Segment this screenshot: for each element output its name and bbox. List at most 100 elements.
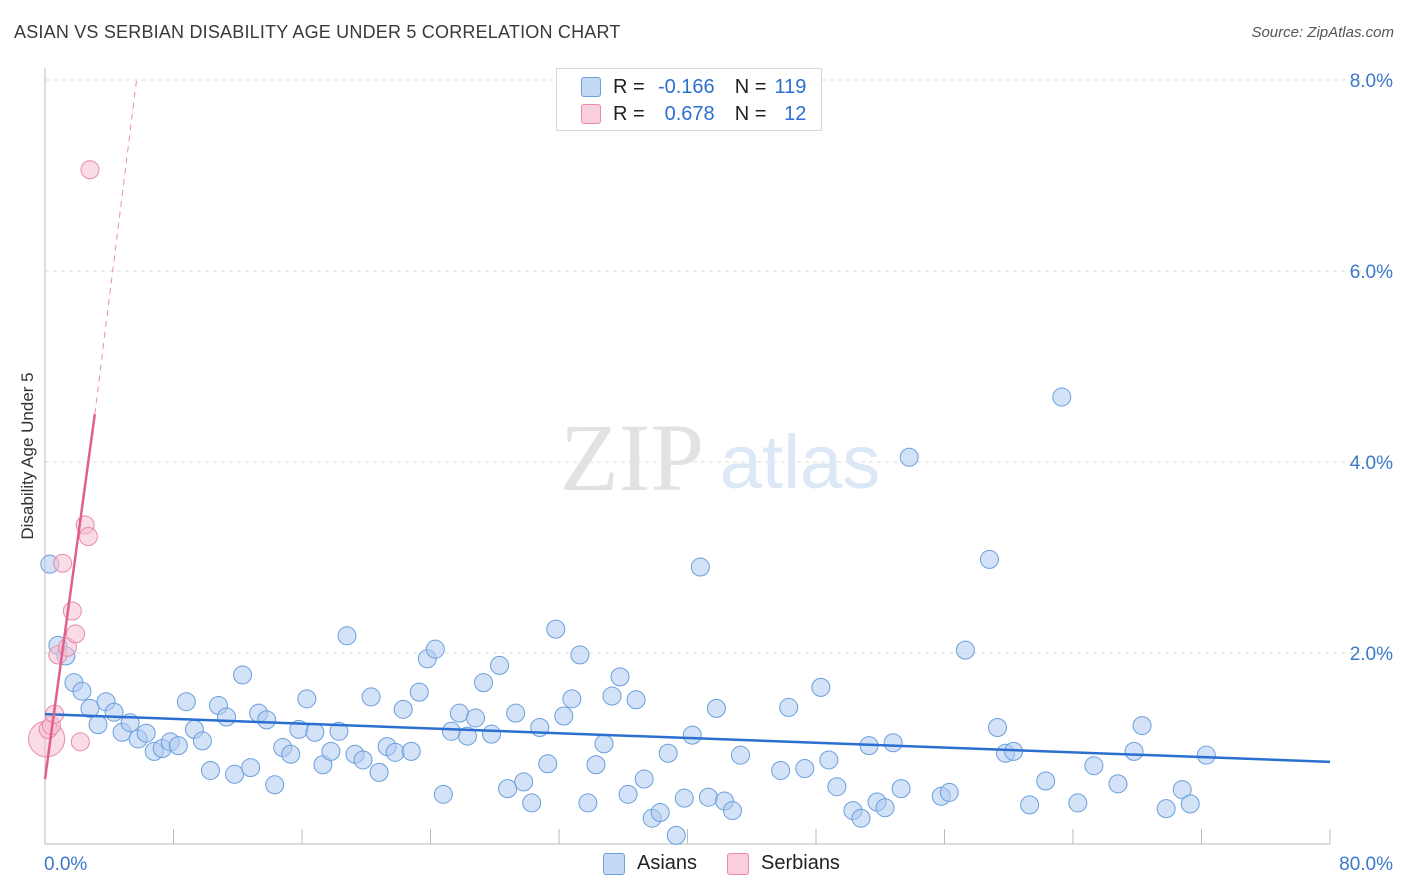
point-asians — [851, 808, 871, 828]
legend-n-value-serbians: 12 — [784, 102, 807, 125]
point-serbians — [80, 160, 100, 180]
point-asians — [666, 825, 686, 845]
point-asians — [875, 798, 895, 818]
point-asians — [658, 743, 678, 763]
point-asians — [104, 702, 124, 722]
point-asians — [674, 788, 694, 808]
point-asians — [811, 677, 831, 697]
point-asians — [827, 777, 847, 797]
point-asians — [578, 793, 598, 813]
point-asians — [698, 787, 718, 807]
point-asians — [1132, 716, 1152, 736]
point-asians — [441, 721, 461, 741]
point-asians — [706, 698, 726, 718]
trend-line-serbians — [43, 414, 97, 780]
point-asians — [225, 764, 245, 784]
point-asians — [305, 722, 325, 742]
legend-n-label: N = — [734, 102, 767, 125]
point-asians — [682, 725, 702, 745]
point-asians — [353, 750, 373, 770]
point-asians — [819, 750, 839, 770]
point-asians — [457, 726, 477, 746]
point-asians — [88, 715, 108, 735]
point-asians — [1084, 756, 1104, 776]
bottom-legend-swatch-serbians — [727, 852, 749, 875]
point-asians — [297, 689, 317, 709]
source-label: Source: ZipAtlas.com — [1251, 24, 1394, 41]
point-asians — [281, 744, 301, 764]
point-asians — [586, 755, 606, 775]
gridlines — [45, 79, 1392, 654]
trend-line-asians — [44, 712, 1331, 764]
legend-swatch-serbians — [581, 104, 601, 124]
point-asians — [1124, 741, 1144, 761]
series-asians — [40, 387, 1216, 845]
point-asians — [241, 758, 261, 778]
tick-labels: 2.0% 4.0% 6.0% 8.0% 0.0% 80.0% — [44, 71, 1393, 875]
point-asians — [538, 754, 558, 774]
correlation-legend: R = -0.166 N = 119 R = 0.678 N = 12 — [556, 68, 822, 131]
bottom-legend-serbians[interactable]: Serbians — [727, 852, 840, 875]
point-asians — [771, 760, 791, 780]
point-asians — [979, 549, 999, 569]
point-asians — [136, 723, 156, 743]
y-tick-label: 4.0% — [1350, 453, 1393, 474]
legend-n-label: N = — [734, 75, 767, 98]
bottom-legend-asians[interactable]: Asians — [603, 852, 697, 875]
point-asians — [425, 639, 445, 659]
y-tick-label: 2.0% — [1350, 644, 1393, 665]
point-asians — [795, 759, 815, 779]
point-serbians — [66, 624, 86, 644]
point-asians — [80, 698, 100, 718]
bottom-legend-label-serbians: Serbians — [761, 852, 840, 874]
point-asians — [329, 721, 349, 741]
point-asians — [217, 707, 237, 727]
point-asians — [634, 769, 654, 789]
legend-row-serbians: R = 0.678 N = 12 — [581, 102, 806, 126]
point-asians — [562, 689, 582, 709]
point-asians — [690, 557, 710, 577]
point-asians — [506, 703, 526, 723]
y-tick-label: 8.0% — [1350, 71, 1393, 92]
y-axis-label: Disability Age Under 5 — [18, 372, 37, 539]
legend-r-value-serbians: 0.678 — [664, 102, 715, 125]
point-asians — [265, 775, 285, 795]
point-asians — [192, 731, 212, 751]
point-asians — [385, 742, 405, 762]
legend-swatch-asians — [581, 77, 601, 97]
watermark-atlas: atlas — [720, 420, 881, 505]
point-asians — [722, 801, 742, 821]
point-asians — [337, 626, 357, 646]
point-asians — [1036, 771, 1056, 791]
point-serbians — [53, 553, 73, 573]
point-asians — [176, 692, 196, 712]
point-asians — [72, 681, 92, 701]
point-asians — [482, 724, 502, 744]
bottom-legend-label-asians: Asians — [637, 852, 698, 874]
point-asians — [1068, 793, 1088, 813]
point-asians — [618, 784, 638, 804]
point-asians — [1180, 794, 1200, 814]
point-asians — [1156, 799, 1176, 819]
chart-title: ASIAN VS SERBIAN DISABILITY AGE UNDER 5 … — [14, 22, 621, 42]
point-asians — [321, 741, 341, 761]
point-asians — [899, 447, 919, 467]
legend-r-value-asians: -0.166 — [657, 75, 715, 98]
point-asians — [883, 733, 903, 753]
point-asians — [1020, 795, 1040, 815]
watermark: ZIP atlas — [560, 404, 880, 511]
point-asians — [409, 682, 429, 702]
point-asians — [433, 784, 453, 804]
point-serbians — [70, 732, 90, 752]
point-asians — [546, 619, 566, 639]
point-asians — [1196, 745, 1216, 765]
point-asians — [891, 779, 911, 799]
point-asians — [570, 645, 590, 665]
point-asians — [602, 686, 622, 706]
y-tick-label: 6.0% — [1350, 262, 1393, 283]
point-asians — [626, 690, 646, 710]
point-asians — [233, 665, 253, 685]
point-asians — [779, 697, 799, 717]
legend-row-asians: R = -0.166 N = 119 — [581, 75, 806, 99]
legend-r-label: R = — [613, 75, 645, 98]
